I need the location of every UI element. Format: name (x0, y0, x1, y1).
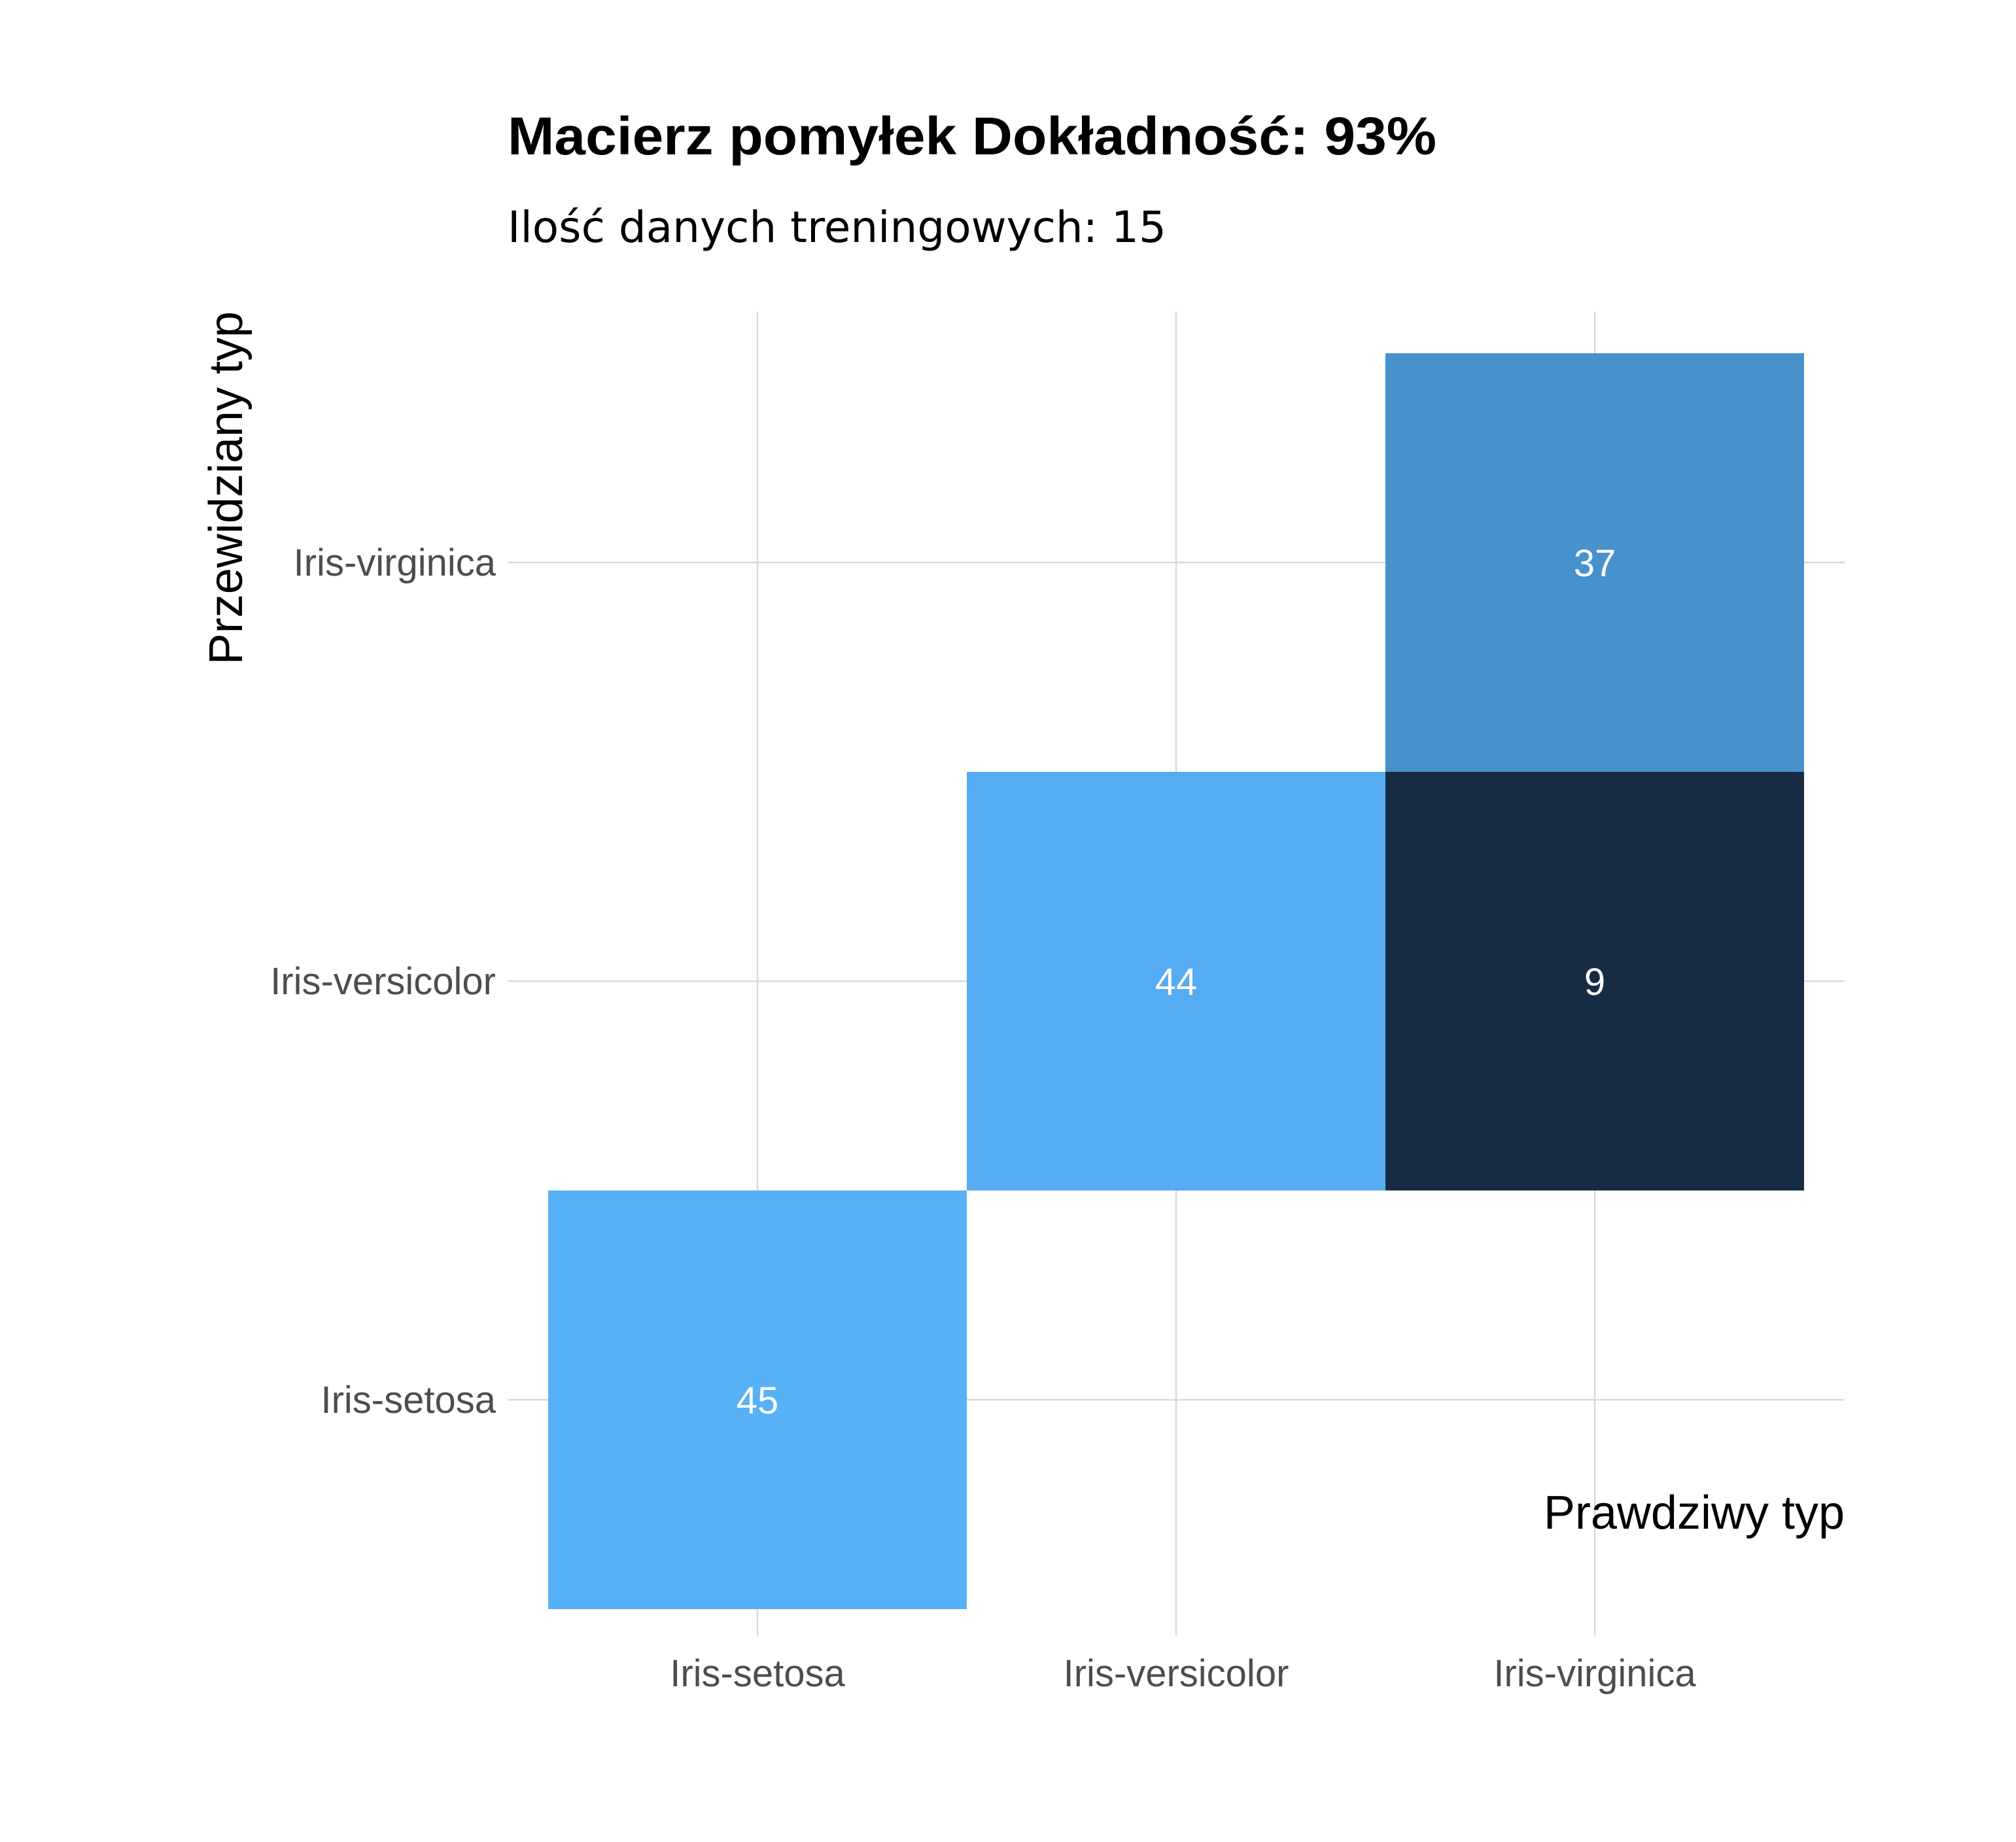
chart-subtitle: Ilość danych treningowych: 15 (508, 202, 1166, 252)
y-tick-label: Iris-versicolor (270, 960, 496, 1003)
heatmap-cell (1385, 772, 1804, 1190)
x-tick-label: Iris-virginica (1493, 1652, 1696, 1695)
y-axis-tick-labels: Iris-setosa Iris-versicolor Iris-virginica (270, 542, 496, 1421)
cell-value-label: 45 (737, 1380, 779, 1422)
heatmap-cell (548, 1190, 967, 1609)
y-tick-label: Iris-virginica (294, 542, 496, 584)
x-axis-title: Prawdziwy typ (1544, 1487, 1845, 1539)
x-tick-label: Iris-setosa (670, 1652, 845, 1695)
x-tick-label: Iris-versicolor (1064, 1652, 1289, 1695)
y-tick-label: Iris-setosa (321, 1379, 496, 1421)
cell-value-labels: 45 44 37 9 (737, 542, 1616, 1422)
chart-title: Macierz pomyłek Dokładność: 93% (508, 107, 1436, 166)
heatmap-cell (967, 772, 1385, 1190)
cell-value-label: 9 (1584, 961, 1605, 1003)
y-axis-title: Przewidziany typ (200, 311, 252, 665)
heatmap-cells (548, 353, 1804, 1609)
cell-value-label: 44 (1155, 961, 1198, 1003)
heatmap-cell (1385, 353, 1804, 772)
x-axis-tick-labels: Iris-setosa Iris-versicolor Iris-virginica (670, 1652, 1696, 1695)
cell-value-label: 37 (1574, 542, 1616, 585)
